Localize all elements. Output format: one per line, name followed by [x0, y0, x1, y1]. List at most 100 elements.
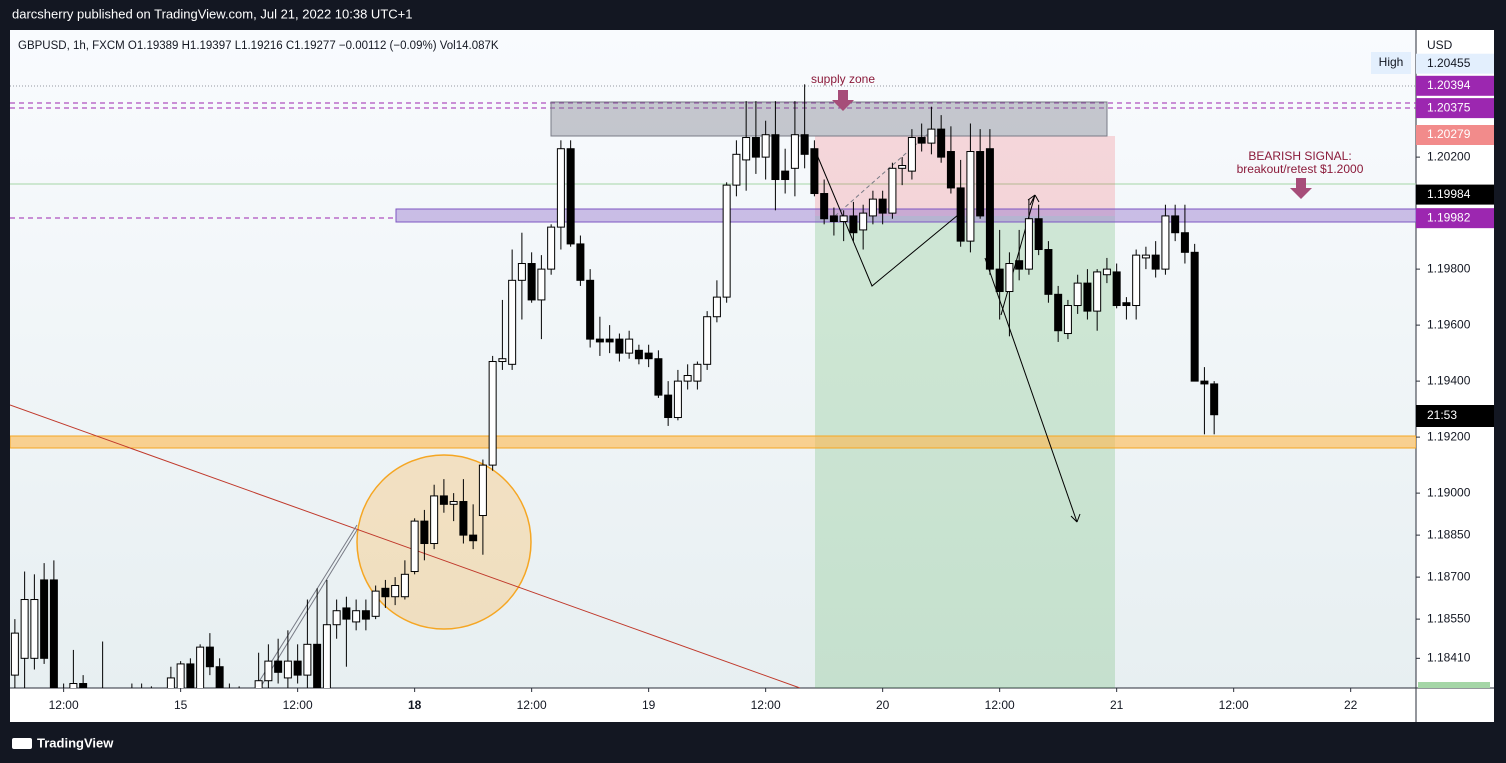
- candle-body: [781, 170, 790, 181]
- footer-brand: TradingView: [37, 735, 114, 750]
- candle-body: [1063, 305, 1072, 335]
- candle-body: [420, 520, 429, 545]
- candle-body: [498, 358, 507, 363]
- candle-body: [566, 148, 575, 245]
- x-tick-label: 12:00: [985, 698, 1015, 712]
- candle-body: [1112, 271, 1121, 307]
- candle-body: [751, 137, 760, 158]
- candle-body: [537, 268, 546, 301]
- candle-body: [664, 394, 673, 419]
- publisher: darcsherry published on TradingView.com,…: [12, 6, 412, 21]
- candle-body: [742, 137, 751, 161]
- x-tick-label: 20: [876, 698, 890, 712]
- drawings: [10, 84, 1416, 688]
- candle-body: [352, 610, 361, 623]
- candle-body: [1073, 282, 1082, 307]
- candle-body: [976, 151, 985, 217]
- candle-body: [956, 187, 965, 242]
- y-tick-label: 1.18850: [1427, 527, 1471, 541]
- supply-box: [550, 101, 1108, 137]
- candle-body: [790, 134, 799, 169]
- candle-body: [829, 215, 838, 223]
- candle-body: [293, 660, 302, 676]
- candle-body: [186, 663, 195, 688]
- annotation: supply zone: [811, 72, 875, 86]
- candle-body: [410, 520, 419, 573]
- candle-body: [254, 680, 263, 688]
- candle-body: [1122, 302, 1131, 307]
- candle-body: [1200, 380, 1209, 385]
- candle-body: [1054, 293, 1063, 332]
- candle-body: [274, 660, 283, 673]
- candle-body: [946, 151, 955, 189]
- candle-body: [868, 198, 877, 217]
- x-tick-label: 12:00: [283, 698, 313, 712]
- annotation: breakout/retest $1.2000: [1237, 162, 1364, 176]
- price-badge: [1416, 184, 1494, 205]
- candle-body: [166, 677, 175, 688]
- x-tick-label: 15: [174, 698, 188, 712]
- candle-body: [332, 610, 341, 626]
- price-badge: [1416, 98, 1494, 119]
- candle-body: [517, 263, 526, 281]
- candle-body: [898, 165, 907, 169]
- price-badge: [1416, 75, 1494, 96]
- candle-body: [478, 464, 487, 517]
- candle-body: [966, 151, 975, 242]
- projection-path: [814, 149, 959, 287]
- y-tick-label: 1.20200: [1427, 149, 1471, 163]
- candle-body: [1210, 383, 1219, 416]
- countdown: 21:53: [1427, 408, 1457, 422]
- footer-logo: [12, 738, 32, 749]
- candle-body: [1180, 232, 1189, 253]
- high-label: High: [1379, 55, 1404, 69]
- candle-body: [439, 495, 448, 505]
- candle-body: [693, 363, 702, 382]
- price-label: 1.19984: [1427, 187, 1471, 201]
- candle-body: [810, 148, 819, 195]
- candle-body: [722, 184, 731, 298]
- candle-body: [508, 279, 517, 365]
- candle-body: [732, 153, 741, 186]
- candle-body: [1132, 254, 1141, 307]
- candle-body: [917, 137, 926, 144]
- candle-body: [1171, 215, 1180, 234]
- candle-body: [985, 148, 994, 270]
- price-label: 1.20279: [1427, 127, 1471, 141]
- candle-body: [859, 212, 868, 231]
- candle-body: [615, 338, 624, 354]
- price-label: 1.19982: [1427, 210, 1471, 224]
- candle-body: [1083, 282, 1092, 312]
- x-tick-label: 12:00: [751, 698, 781, 712]
- highlight-circle: [356, 454, 532, 630]
- support-band: [10, 435, 1416, 449]
- candle-body: [703, 316, 712, 365]
- x-tick-label: 22: [1344, 698, 1358, 712]
- candle-body: [40, 579, 49, 659]
- candle-body: [79, 683, 88, 688]
- x-tick-label: 19: [642, 698, 656, 712]
- candle-body: [196, 646, 205, 688]
- stop-zone: [815, 136, 1115, 216]
- candle-body: [361, 610, 370, 620]
- plot-area: [10, 30, 1416, 688]
- price-label: 1.20455: [1427, 56, 1471, 70]
- candle-body: [888, 167, 897, 214]
- candle-body: [634, 349, 643, 360]
- candle-body: [469, 534, 478, 542]
- candle-body: [459, 501, 468, 536]
- candle-body: [995, 268, 1004, 293]
- candle-body: [1161, 215, 1170, 270]
- candle-body: [176, 663, 185, 688]
- annotation: BEARISH SIGNAL:: [1248, 149, 1351, 163]
- candle-body: [205, 646, 214, 668]
- range-marker: [1418, 682, 1490, 688]
- candle-body: [264, 660, 273, 682]
- retest-band: [395, 208, 1416, 223]
- down-arrow: [832, 90, 854, 111]
- price-badge: [1416, 125, 1494, 145]
- candle-body: [400, 573, 409, 598]
- arrow-head: [1070, 513, 1081, 523]
- candle-body: [342, 607, 351, 620]
